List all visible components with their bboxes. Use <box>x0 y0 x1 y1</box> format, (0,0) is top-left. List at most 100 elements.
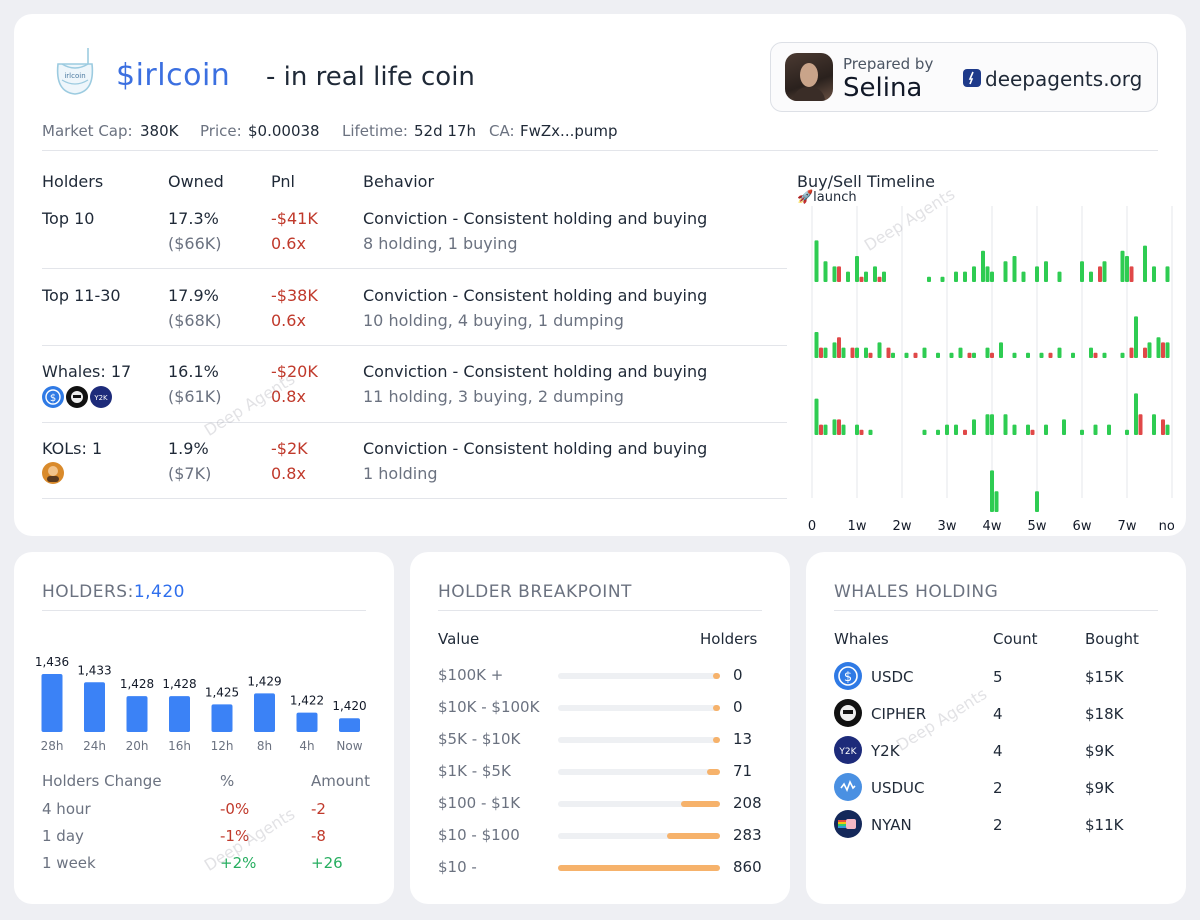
sell-bar <box>990 352 994 358</box>
behavior-summary: Conviction - Consistent holding and buyi… <box>363 209 708 228</box>
buy-bar <box>1012 352 1017 358</box>
amount-header: Amount <box>311 772 370 790</box>
change-amount: -2 <box>311 800 326 818</box>
holders-bar[interactable] <box>126 696 148 732</box>
bar-category-label: Now <box>336 739 362 753</box>
whale-bought: $9K <box>1085 742 1114 760</box>
buy-bar <box>832 266 837 282</box>
divider <box>834 610 1158 611</box>
buy-bar <box>1044 261 1048 282</box>
timeline-tick-label: 0 <box>808 519 816 530</box>
sell-bar <box>868 352 873 358</box>
owned-percent: 17.9% <box>168 286 219 305</box>
bar-category-label: 4h <box>299 739 314 753</box>
buy-bar <box>1147 342 1152 358</box>
contract-address[interactable]: FwZx...pump <box>520 122 618 140</box>
divider <box>42 610 366 611</box>
divider <box>438 610 762 611</box>
usdc-icon[interactable]: $ <box>42 386 64 408</box>
holders-bar[interactable] <box>41 674 63 732</box>
behavior-detail: 1 holding <box>363 464 438 483</box>
holders-bar[interactable] <box>296 712 318 732</box>
sell-bar <box>837 337 841 358</box>
buy-bar <box>1120 250 1125 282</box>
buy-bar <box>877 342 882 358</box>
y2k-icon: Y2K <box>834 736 862 764</box>
breakpoint-holders: 0 <box>733 666 743 684</box>
sell-bar <box>859 429 864 435</box>
cipher-icon[interactable] <box>66 386 88 408</box>
svg-text:$: $ <box>50 393 56 404</box>
cipher-icon <box>834 699 862 727</box>
buy-bar <box>1062 419 1066 435</box>
holders-bar[interactable] <box>254 693 275 732</box>
breakpoint-holders: 71 <box>733 762 753 780</box>
holders-bar[interactable] <box>339 718 360 732</box>
whale-name: USDUC <box>871 779 925 797</box>
whale-count: 4 <box>993 705 1003 723</box>
buy-bar <box>904 352 909 358</box>
holders-card: HOLDERS:1,420 1,436 28h 1,433 24h 1,428 20h 1,… <box>14 552 394 904</box>
pnl-value: -$41K <box>271 209 318 228</box>
buy-bar <box>963 271 967 282</box>
brand-link[interactable]: deepagents.org <box>985 67 1143 91</box>
token-title: $irlcoin <box>116 58 231 93</box>
buy-bar <box>954 424 958 435</box>
sell-bar <box>1143 347 1147 358</box>
divider <box>42 150 1158 151</box>
buy-bar <box>1165 266 1170 282</box>
whale-name: NYAN <box>871 816 912 834</box>
kol-avatar[interactable] <box>42 462 64 484</box>
pnl-multiple: 0.8x <box>271 387 306 406</box>
bar-value-label: 1,428 <box>162 677 196 691</box>
row-divider <box>42 268 787 269</box>
timeline-tick-label: 2w <box>893 519 912 530</box>
buy-bar <box>1039 352 1044 358</box>
holders-bar[interactable] <box>211 704 233 732</box>
buy-bar <box>841 424 846 435</box>
launch-label: 🚀launch <box>797 190 857 205</box>
whale-bought: $15K <box>1085 668 1124 686</box>
buy-bar <box>927 276 931 282</box>
buy-bar <box>832 419 837 435</box>
buy-bar <box>1093 424 1098 435</box>
behavior-summary: Conviction - Consistent holding and buyi… <box>363 362 708 381</box>
buy-bar <box>814 398 819 435</box>
col-header-behavior: Behavior <box>363 172 435 191</box>
buy-bar <box>1089 347 1093 358</box>
breakpoint-range: $5K - $10K <box>438 730 521 748</box>
col-header-owned: Owned <box>168 172 224 191</box>
sell-bar <box>1093 352 1098 358</box>
prepared-by-box: Prepared by Selina deepagents.org <box>770 42 1158 112</box>
breakpoint-track <box>558 833 720 839</box>
change-pct: -1% <box>220 827 250 845</box>
bought-header: Bought <box>1085 630 1139 648</box>
sell-bar <box>1161 342 1165 358</box>
buy-bar <box>1080 429 1084 435</box>
whale-count: 4 <box>993 742 1003 760</box>
whales-holding-card: WHALES HOLDING Whales Count Bought $ USD… <box>806 552 1186 904</box>
svg-text:Y2K: Y2K <box>838 747 857 757</box>
buy-bar <box>1026 424 1030 435</box>
breakpoint-holders: 0 <box>733 698 743 716</box>
sell-bar <box>1129 347 1134 358</box>
holders-bar[interactable] <box>169 696 190 732</box>
row-divider <box>42 345 787 346</box>
buy-bar <box>855 256 859 282</box>
buy-bar <box>922 347 927 358</box>
svg-text:irlcoin: irlcoin <box>64 72 85 80</box>
holders-title: HOLDERS:1,420 <box>42 582 185 602</box>
breakpoint-range: $100K + <box>438 666 504 684</box>
sell-bar <box>837 419 841 435</box>
y2k-icon[interactable]: Y2K <box>90 386 112 408</box>
holder-group-name: Whales: 17 <box>42 362 132 381</box>
buy-bar <box>990 271 994 282</box>
timeline-tick-label: 4w <box>983 519 1002 530</box>
nyan-icon <box>834 810 862 838</box>
buy-bar <box>1080 261 1084 282</box>
buy-bar <box>823 347 828 358</box>
buy-bar <box>985 266 990 282</box>
holders-bar[interactable] <box>84 682 105 732</box>
breakpoint-holders: 13 <box>733 730 753 748</box>
prepared-by-label: Prepared by <box>843 55 934 73</box>
